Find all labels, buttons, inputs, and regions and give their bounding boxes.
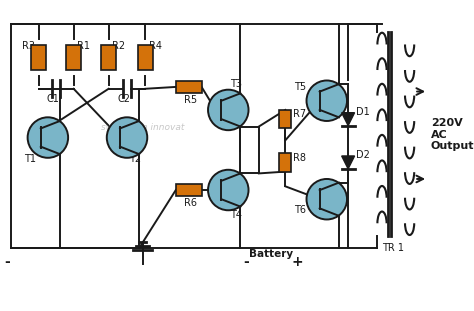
Bar [101, 44, 116, 70]
Text: C2: C2 [118, 94, 131, 104]
Polygon shape [342, 113, 355, 126]
Bar [279, 153, 292, 172]
Text: T5: T5 [293, 82, 306, 92]
Bar [176, 81, 201, 93]
Circle shape [27, 117, 68, 158]
Text: T1: T1 [24, 154, 36, 165]
Text: -: - [4, 255, 10, 269]
Bar [138, 44, 153, 70]
Bar [66, 44, 81, 70]
Text: R4: R4 [149, 41, 162, 51]
Text: 220V
AC
Output: 220V AC Output [431, 118, 474, 151]
Text: T4: T4 [230, 210, 242, 220]
Text: T6: T6 [293, 205, 306, 215]
Text: R6: R6 [184, 198, 197, 208]
Circle shape [208, 170, 248, 210]
Bar [176, 184, 201, 196]
Text: -: - [243, 255, 249, 269]
Bar [279, 110, 292, 128]
Circle shape [107, 117, 147, 158]
Text: C1: C1 [47, 94, 60, 104]
Text: T2: T2 [129, 154, 141, 165]
Text: R5: R5 [184, 95, 197, 104]
Text: D1: D1 [356, 107, 370, 117]
Text: TR 1: TR 1 [382, 243, 404, 253]
Text: R2: R2 [112, 41, 126, 51]
Text: Battery: Battery [249, 249, 293, 259]
Circle shape [307, 179, 347, 220]
Text: +: + [292, 255, 303, 269]
Text: R3: R3 [22, 41, 35, 51]
Bar [31, 44, 46, 70]
Text: R7: R7 [293, 109, 306, 119]
Text: R8: R8 [293, 153, 306, 163]
Circle shape [208, 90, 248, 130]
Polygon shape [342, 156, 355, 169]
Text: R1: R1 [77, 41, 91, 51]
Text: D2: D2 [356, 150, 370, 160]
Text: T3: T3 [230, 79, 242, 89]
Circle shape [307, 81, 347, 121]
Text: swagatam innovat: swagatam innovat [101, 123, 184, 132]
